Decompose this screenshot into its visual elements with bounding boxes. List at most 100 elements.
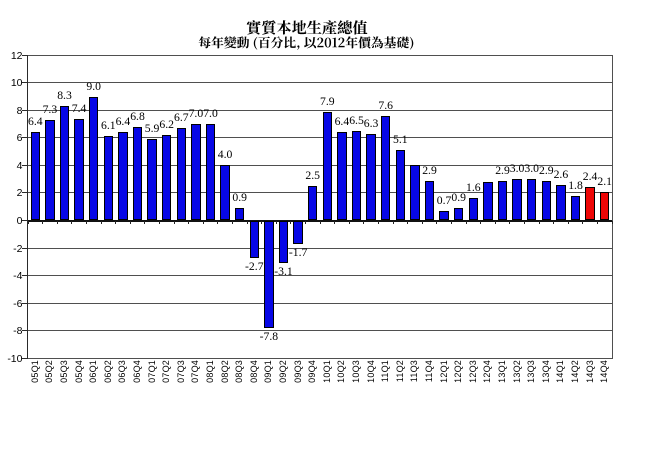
x-label-09Q4: 09Q4: [307, 360, 318, 384]
bar-14Q3: [585, 187, 595, 221]
y-tick--8: [22, 330, 27, 332]
y-tick-label-4: 4: [16, 159, 23, 172]
bar-07Q1: [147, 139, 157, 221]
y-tick--10: [22, 357, 27, 359]
x-label-14Q1: 14Q1: [555, 360, 566, 384]
x-tick-38: [582, 220, 584, 224]
x-tick-7: [129, 220, 131, 224]
bar-value-label-11Q2: 5.1: [392, 133, 408, 147]
x-label-14Q2: 14Q2: [570, 360, 580, 384]
bar-value-label-11Q1: 7.6: [378, 98, 393, 112]
y-tick-label--2: -2: [13, 242, 23, 255]
x-tick-39: [596, 220, 598, 224]
x-label-10Q1: 10Q1: [321, 360, 332, 384]
bar-07Q2: [161, 135, 172, 221]
bar-value-label-10Q2: 6.4: [334, 115, 350, 129]
bar-08Q4: [249, 220, 260, 258]
bar-11Q1: [380, 115, 391, 221]
x-tick-26: [407, 220, 409, 224]
x-label-07Q2: 07Q2: [161, 360, 172, 384]
x-tick-19: [304, 220, 306, 224]
y-tick--2: [22, 247, 27, 249]
x-label-14Q4: 14Q4: [599, 360, 610, 384]
x-tick-35: [538, 220, 540, 224]
bar-value-label-06Q1: 9.0: [86, 79, 101, 93]
x-label-09Q1: 09Q1: [263, 360, 274, 384]
x-tick-9: [158, 220, 160, 224]
x-tick-0: [27, 220, 29, 224]
x-tick-34: [523, 220, 525, 224]
bar-12Q2: [453, 208, 464, 221]
bar-value-label-09Q4: 2.5: [305, 169, 320, 183]
bar-06Q1: [88, 96, 99, 221]
bar-13Q4: [541, 180, 552, 221]
x-label-05Q3: 05Q3: [59, 360, 69, 384]
bar-09Q3: [293, 220, 303, 244]
x-tick-6: [115, 220, 117, 224]
x-tick-3: [71, 220, 73, 224]
y-tick-0: [22, 220, 27, 221]
bar-value-label-07Q4: 7.0: [188, 107, 204, 121]
x-label-06Q2: 06Q2: [102, 360, 113, 384]
bar-05Q2: [45, 119, 55, 221]
plot-frame-bottom: [27, 357, 612, 359]
y-tick-6: [22, 137, 27, 139]
y-axis: [27, 54, 28, 359]
x-label-09Q2: 09Q2: [278, 360, 288, 384]
x-label-06Q3: 06Q3: [117, 360, 128, 384]
x-tick-12: [202, 220, 204, 224]
bar-value-label-07Q1: 5.9: [144, 122, 160, 136]
bar-05Q4: [74, 118, 84, 221]
plot-frame-top: [27, 54, 612, 56]
x-tick-32: [494, 220, 496, 224]
y-tick-label-12: 12: [10, 49, 23, 62]
x-tick-1: [42, 220, 44, 224]
bar-value-label-12Q1: 0.7: [436, 193, 452, 207]
gridline--6: [28, 302, 612, 304]
bar-value-label-12Q3: 1.6: [465, 181, 481, 195]
bar-10Q1: [322, 111, 333, 221]
bar-13Q3: [526, 179, 537, 221]
plot-frame-right: [611, 54, 613, 359]
x-tick-23: [363, 220, 365, 224]
gridline-8: [28, 109, 612, 111]
bar-06Q3: [118, 132, 128, 221]
x-tick-30: [465, 220, 467, 224]
x-tick-20: [319, 220, 321, 224]
x-tick-5: [100, 220, 102, 224]
x-label-08Q3: 08Q3: [234, 360, 245, 384]
y-tick-label-10: 10: [10, 77, 23, 90]
bar-value-label-13Q1: 2.9: [495, 163, 510, 177]
bar-value-label-14Q3: 2.4: [582, 170, 598, 184]
x-label-06Q1: 06Q1: [88, 360, 99, 384]
y-tick-4: [22, 164, 27, 166]
x-label-10Q4: 10Q4: [365, 360, 376, 384]
bar-06Q4: [132, 126, 143, 221]
bar-07Q4: [191, 124, 201, 221]
x-label-06Q4: 06Q4: [132, 360, 142, 384]
y-tick--4: [22, 275, 27, 277]
bar-07Q3: [176, 128, 187, 221]
bar-06Q2: [103, 136, 114, 221]
x-label-10Q3: 10Q3: [351, 360, 361, 384]
x-label-12Q2: 12Q2: [453, 360, 464, 384]
x-tick-2: [56, 220, 58, 224]
bar-value-label-11Q4: 2.9: [422, 163, 437, 177]
y-tick-12: [22, 54, 27, 56]
bar-value-label-09Q1: -7.8: [259, 329, 279, 343]
x-label-05Q1: 05Q1: [29, 360, 40, 384]
bar-value-label-05Q2: 7.3: [42, 102, 58, 116]
x-label-13Q3: 13Q3: [526, 360, 537, 384]
gridline-10: [28, 82, 612, 84]
x-tick-27: [421, 220, 423, 224]
bar-05Q1: [30, 132, 41, 221]
x-label-12Q3: 12Q3: [467, 360, 478, 384]
bar-value-label-14Q1: 2.6: [553, 167, 569, 181]
bar-12Q4: [483, 181, 493, 221]
bar-value-label-07Q2: 6.2: [159, 118, 174, 132]
bar-08Q3: [234, 208, 245, 221]
gridline--2: [28, 247, 612, 249]
y-tick-label--6: -6: [13, 297, 23, 310]
bar-value-label-12Q2: 0.9: [451, 191, 466, 205]
x-label-05Q4: 05Q4: [73, 360, 84, 384]
